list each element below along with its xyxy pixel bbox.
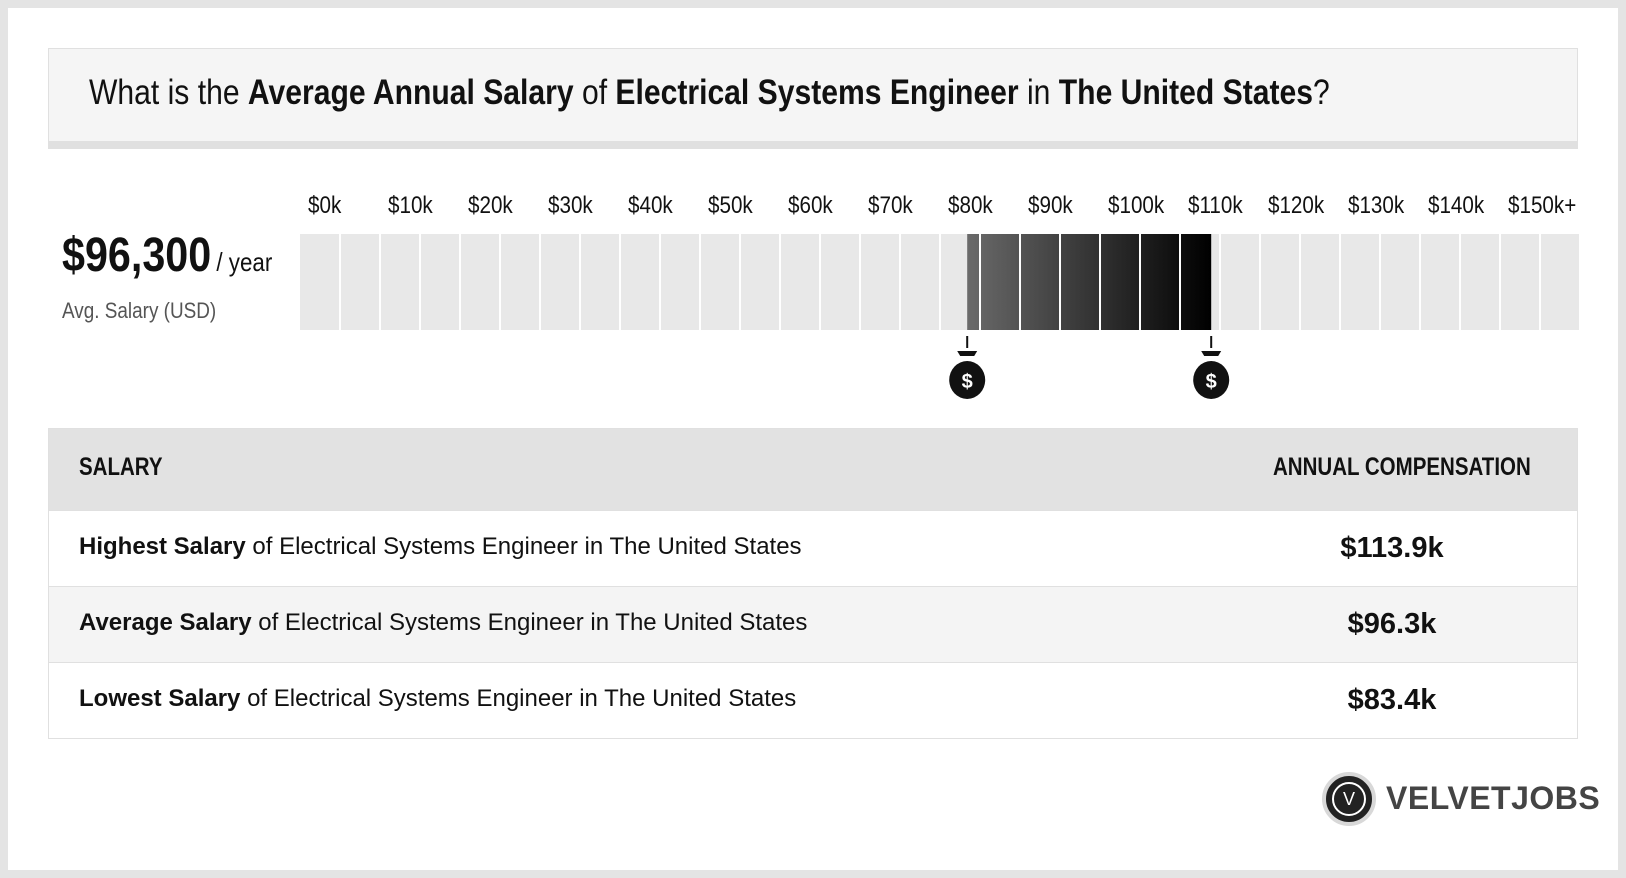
bar-segment xyxy=(1421,234,1459,330)
table-row-highest: Highest Salary of Electrical Systems Eng… xyxy=(49,510,1577,586)
tick-label: $30k xyxy=(548,192,593,219)
dollar-sign: $ xyxy=(962,371,973,393)
bar-segment xyxy=(861,234,899,330)
bar-segment xyxy=(701,234,739,330)
title-job: Electrical Systems Engineer xyxy=(615,73,1019,112)
tick-label: $80k xyxy=(948,192,993,219)
row-label: Highest Salary of Electrical Systems Eng… xyxy=(79,533,802,560)
bar-segment xyxy=(1381,234,1419,330)
tick-label: $0k xyxy=(308,192,342,219)
tick-label: $60k xyxy=(788,192,833,219)
header-salary: SALARY xyxy=(79,453,163,481)
header-annual-compensation: ANNUAL COMPENSATION xyxy=(1273,453,1531,481)
logo-circle-icon: V xyxy=(1322,772,1376,826)
tick-label: $50k xyxy=(708,192,753,219)
low-salary-marker: $ xyxy=(949,336,986,399)
salary-range-bar xyxy=(967,234,1212,330)
bar-segment xyxy=(1461,234,1499,330)
table-row-lowest: Lowest Salary of Electrical Systems Engi… xyxy=(49,662,1577,738)
row-label: Average Salary of Electrical Systems Eng… xyxy=(79,609,808,636)
high-salary-marker: $ xyxy=(1193,336,1230,399)
title-banner: What is the Average Annual Salary of Ele… xyxy=(48,48,1578,149)
bar-segment xyxy=(1301,234,1339,330)
bar-segment xyxy=(1261,234,1299,330)
dollar-sign: $ xyxy=(1206,371,1217,393)
tick-label: $20k xyxy=(468,192,513,219)
bar-segment xyxy=(621,234,659,330)
bar-segment xyxy=(581,234,619,330)
bar-segment xyxy=(901,234,939,330)
row-value: $96.3k xyxy=(1347,608,1437,640)
money-bag-top xyxy=(957,351,978,356)
bar-segment xyxy=(1541,234,1579,330)
tick-label: $70k xyxy=(868,192,913,219)
bar-segment xyxy=(781,234,819,330)
tick-label: $100k xyxy=(1108,192,1165,219)
bar-segment xyxy=(341,234,379,330)
salary-table: SALARY ANNUAL COMPENSATION Highest Salar… xyxy=(48,428,1578,739)
bar-segment xyxy=(1221,234,1259,330)
average-salary: $96,300/ year xyxy=(62,228,272,283)
page-title: What is the Average Annual Salary of Ele… xyxy=(89,73,1330,112)
average-salary-label: Avg. Salary (USD) xyxy=(62,298,217,323)
tick-label: $130k xyxy=(1348,192,1405,219)
bar-segment xyxy=(300,234,339,330)
row-value: $83.4k xyxy=(1347,684,1437,716)
table-header: SALARY ANNUAL COMPENSATION xyxy=(49,429,1577,510)
row-value: $113.9k xyxy=(1340,532,1444,564)
bar-segment xyxy=(741,234,779,330)
bar-segment xyxy=(1501,234,1539,330)
bar-segment xyxy=(661,234,699,330)
bar-segment xyxy=(421,234,459,330)
tick-label: $140k xyxy=(1428,192,1485,219)
money-bag-top xyxy=(1201,351,1222,356)
bar-segment xyxy=(1341,234,1379,330)
tick-label: $10k xyxy=(388,192,433,219)
tick-label: $110k xyxy=(1188,192,1243,219)
logo-text: VELVETJOBS xyxy=(1386,780,1601,816)
table-row-average: Average Salary of Electrical Systems Eng… xyxy=(49,586,1577,662)
bar-segment xyxy=(821,234,859,330)
bar-segment xyxy=(541,234,579,330)
average-salary-amount: $96,300 xyxy=(62,229,212,282)
bar-segment xyxy=(501,234,539,330)
tick-label: $120k xyxy=(1268,192,1325,219)
money-bag-icon xyxy=(1193,361,1230,399)
logo-letter: V xyxy=(1332,782,1366,816)
title-salary-type: Average Annual Salary xyxy=(247,73,574,112)
tick-label: $150k+ xyxy=(1508,192,1576,219)
bar-segment xyxy=(461,234,499,330)
title-location: The United States xyxy=(1058,73,1314,112)
money-bag-icon xyxy=(949,361,986,399)
row-label: Lowest Salary of Electrical Systems Engi… xyxy=(79,685,797,712)
tick-label: $40k xyxy=(628,192,673,219)
average-salary-period: / year xyxy=(216,247,273,277)
bar-segment xyxy=(381,234,419,330)
tick-label: $90k xyxy=(1028,192,1073,219)
